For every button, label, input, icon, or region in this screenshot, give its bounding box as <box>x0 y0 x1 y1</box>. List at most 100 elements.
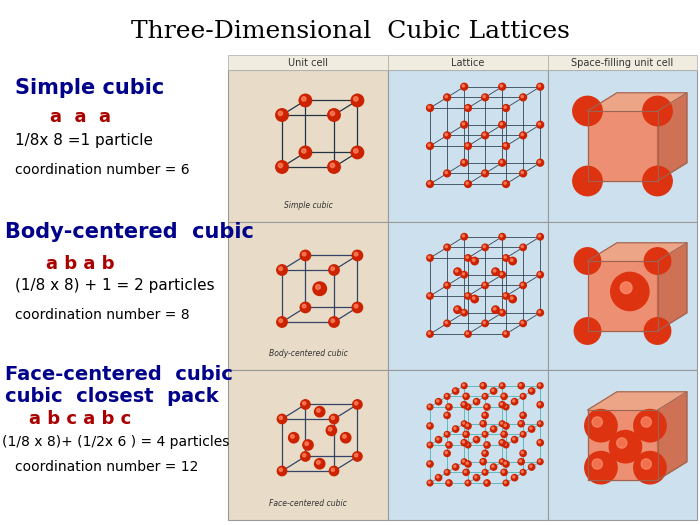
Circle shape <box>482 244 489 250</box>
Circle shape <box>452 388 458 394</box>
Circle shape <box>435 475 442 481</box>
Circle shape <box>445 245 447 248</box>
Circle shape <box>504 405 506 407</box>
Circle shape <box>300 250 311 260</box>
Circle shape <box>502 433 505 435</box>
Circle shape <box>509 257 517 265</box>
Circle shape <box>428 481 430 484</box>
Circle shape <box>509 296 517 303</box>
Circle shape <box>521 96 524 98</box>
Text: a b a b: a b a b <box>46 255 114 273</box>
Polygon shape <box>657 392 687 480</box>
Circle shape <box>279 468 283 471</box>
Circle shape <box>452 464 458 470</box>
Circle shape <box>503 181 510 187</box>
Circle shape <box>465 423 471 429</box>
Circle shape <box>538 85 540 87</box>
Circle shape <box>504 443 506 445</box>
Circle shape <box>466 106 468 108</box>
Circle shape <box>445 284 447 286</box>
Circle shape <box>484 433 485 435</box>
Circle shape <box>288 433 299 443</box>
Circle shape <box>314 406 325 417</box>
Polygon shape <box>657 243 687 331</box>
Circle shape <box>426 104 433 111</box>
Circle shape <box>466 443 468 445</box>
Circle shape <box>461 121 468 128</box>
Circle shape <box>465 404 471 410</box>
Circle shape <box>538 273 540 275</box>
Circle shape <box>454 465 456 467</box>
Circle shape <box>528 426 535 432</box>
Circle shape <box>537 310 543 316</box>
Circle shape <box>316 408 320 412</box>
Circle shape <box>484 470 485 473</box>
Circle shape <box>446 404 452 410</box>
Circle shape <box>331 416 335 419</box>
Circle shape <box>503 255 509 261</box>
Circle shape <box>634 452 666 484</box>
Bar <box>548 370 697 520</box>
Circle shape <box>503 404 509 410</box>
Circle shape <box>316 285 321 289</box>
Circle shape <box>620 282 632 293</box>
Circle shape <box>519 170 526 177</box>
Circle shape <box>519 132 526 139</box>
Circle shape <box>428 405 430 407</box>
Circle shape <box>445 171 447 174</box>
Circle shape <box>465 181 471 187</box>
Circle shape <box>447 443 449 445</box>
Circle shape <box>276 265 287 275</box>
Circle shape <box>512 398 518 405</box>
Circle shape <box>428 462 430 464</box>
Circle shape <box>483 171 485 174</box>
Circle shape <box>584 410 617 442</box>
Circle shape <box>466 332 468 334</box>
Circle shape <box>492 306 499 313</box>
Circle shape <box>279 267 283 270</box>
Circle shape <box>435 398 442 405</box>
Circle shape <box>538 421 543 427</box>
Bar <box>548 70 697 222</box>
Circle shape <box>520 320 526 327</box>
Circle shape <box>520 394 526 399</box>
Circle shape <box>499 459 505 465</box>
Circle shape <box>444 432 450 437</box>
Circle shape <box>500 311 503 313</box>
Circle shape <box>480 421 486 427</box>
Circle shape <box>353 400 362 409</box>
Circle shape <box>427 293 433 299</box>
Circle shape <box>305 442 309 446</box>
Circle shape <box>500 460 503 462</box>
Bar <box>548 222 697 370</box>
Circle shape <box>444 469 450 475</box>
Circle shape <box>504 462 506 464</box>
Circle shape <box>428 182 430 184</box>
Circle shape <box>643 166 672 196</box>
Circle shape <box>494 308 496 310</box>
Circle shape <box>428 106 430 108</box>
Text: Unit cell: Unit cell <box>288 58 328 68</box>
Bar <box>388 55 548 70</box>
Circle shape <box>277 466 287 476</box>
Circle shape <box>501 469 508 476</box>
Circle shape <box>466 182 468 184</box>
Circle shape <box>341 433 351 443</box>
Circle shape <box>512 476 515 478</box>
Circle shape <box>428 294 430 296</box>
Circle shape <box>503 461 509 467</box>
Circle shape <box>444 132 451 139</box>
Circle shape <box>464 394 466 397</box>
Circle shape <box>329 265 340 275</box>
Circle shape <box>483 452 485 454</box>
Circle shape <box>355 454 358 457</box>
Circle shape <box>538 460 540 462</box>
Circle shape <box>538 422 540 424</box>
Polygon shape <box>657 93 687 181</box>
Circle shape <box>482 384 484 386</box>
Circle shape <box>522 284 524 286</box>
Polygon shape <box>587 243 687 261</box>
Circle shape <box>519 94 526 101</box>
Circle shape <box>427 442 433 448</box>
Circle shape <box>330 163 335 167</box>
